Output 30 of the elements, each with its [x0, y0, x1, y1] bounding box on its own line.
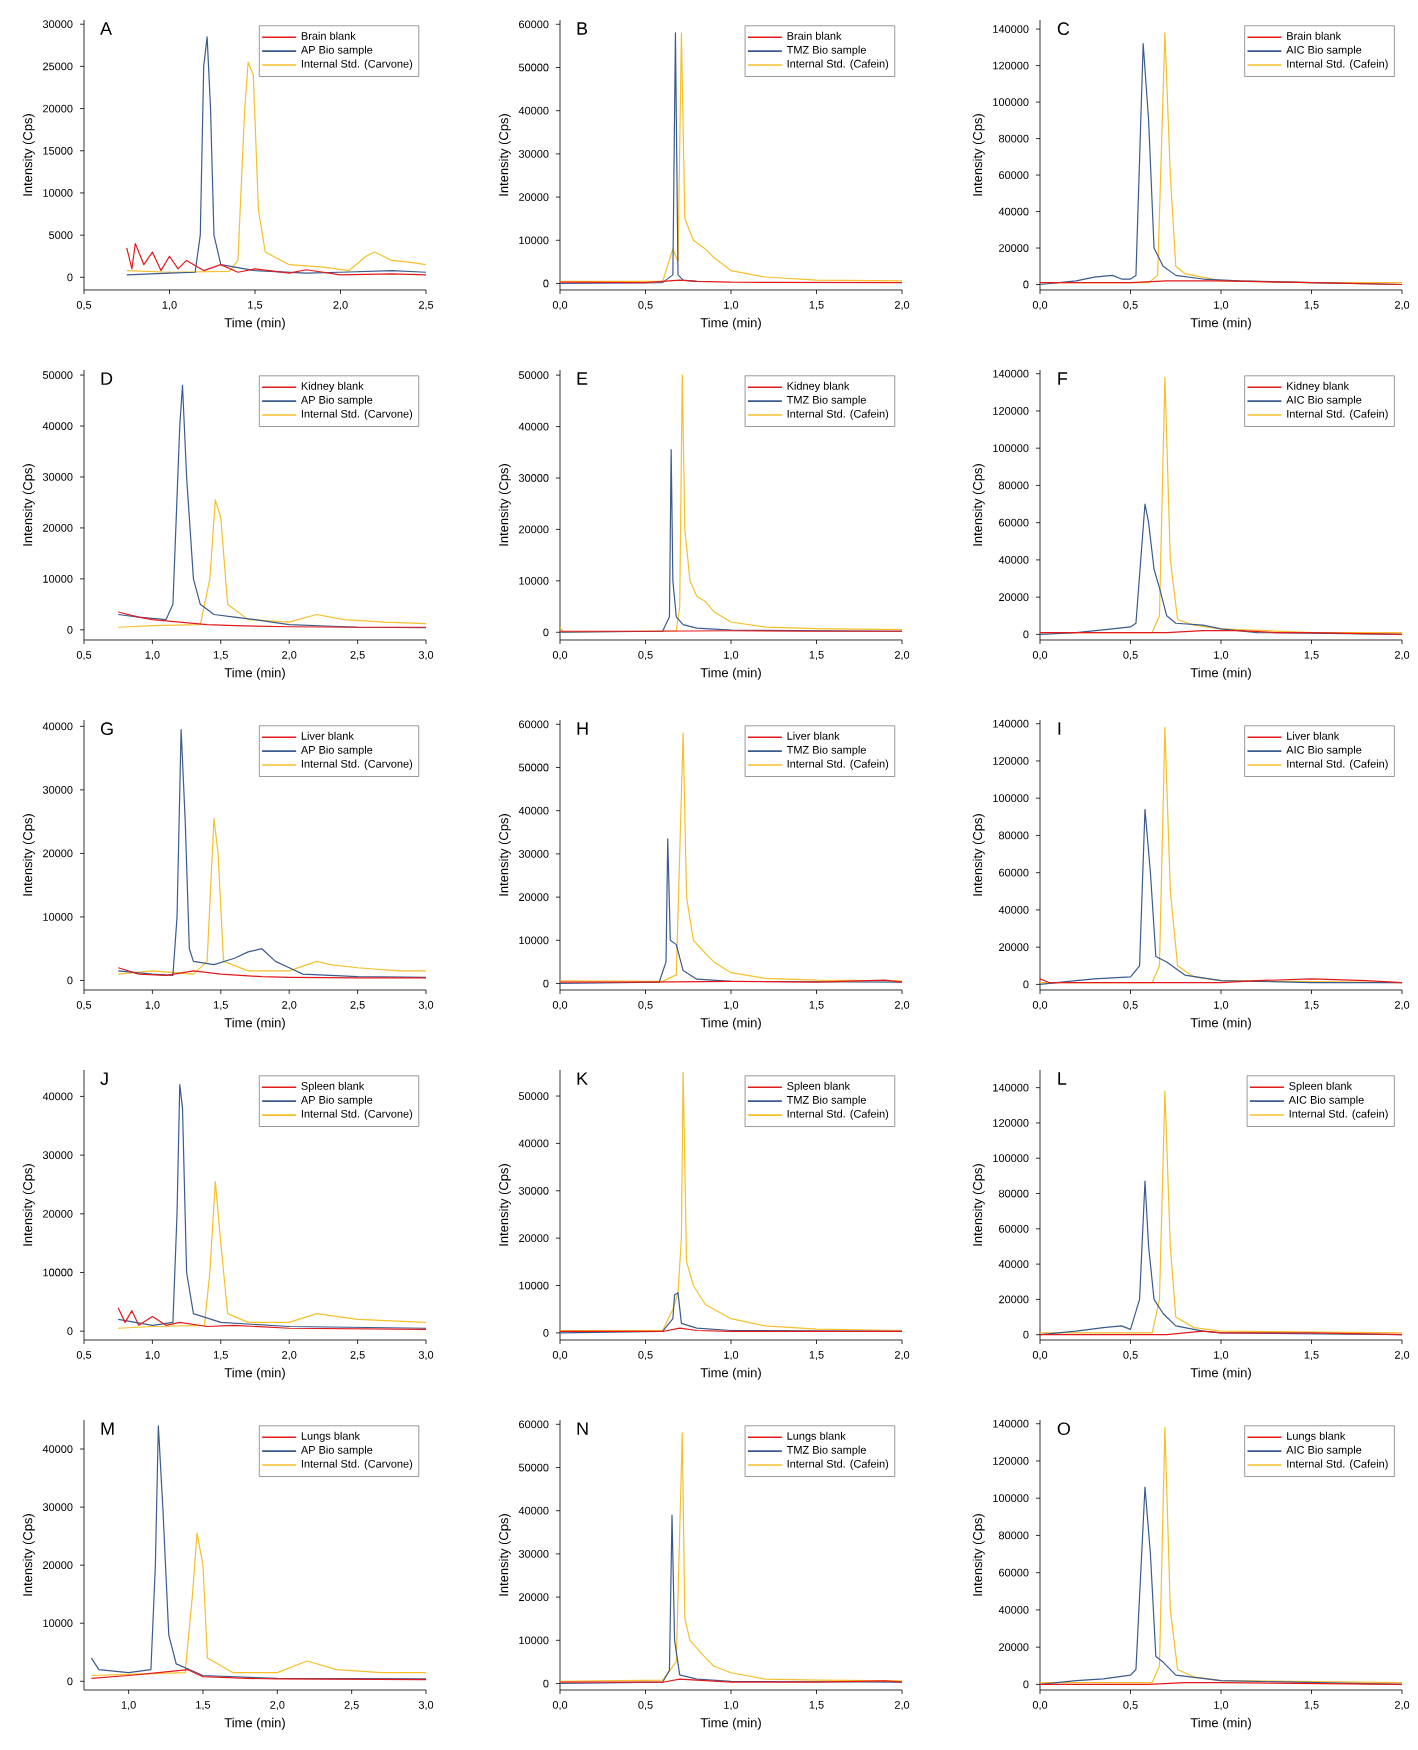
chart-title: B [577, 22, 588, 35]
line-series [90, 1425, 426, 1680]
chart-title: M [101, 1422, 114, 1435]
line-series [117, 1084, 426, 1329]
chart-title: O [1057, 1422, 1070, 1436]
line-series [117, 817, 426, 975]
chart-title: L [1058, 1072, 1067, 1085]
chart-title: C [1057, 22, 1070, 36]
chart-title: I [1058, 722, 1061, 735]
line-series [117, 1180, 426, 1329]
line-series [1040, 1090, 1403, 1334]
line-series [90, 1532, 426, 1677]
line-series [560, 1514, 903, 1685]
line-series [126, 242, 426, 276]
chart-title: H [577, 722, 588, 735]
chart-title: F [1058, 372, 1068, 385]
chart-title: J [100, 1072, 108, 1085]
chart-title: D [101, 372, 113, 385]
line-series [1040, 1426, 1403, 1684]
line-series [560, 1432, 903, 1682]
chart-title: A [100, 22, 113, 35]
chart-title: G [100, 722, 113, 736]
chart-title: K [577, 1072, 588, 1085]
chart-title: E [577, 372, 588, 385]
line-series [117, 499, 426, 628]
line-series [560, 32, 903, 282]
chart-title: N [577, 1422, 588, 1435]
line-series [560, 1071, 903, 1332]
line-series [560, 32, 698, 285]
line-series [560, 732, 903, 982]
